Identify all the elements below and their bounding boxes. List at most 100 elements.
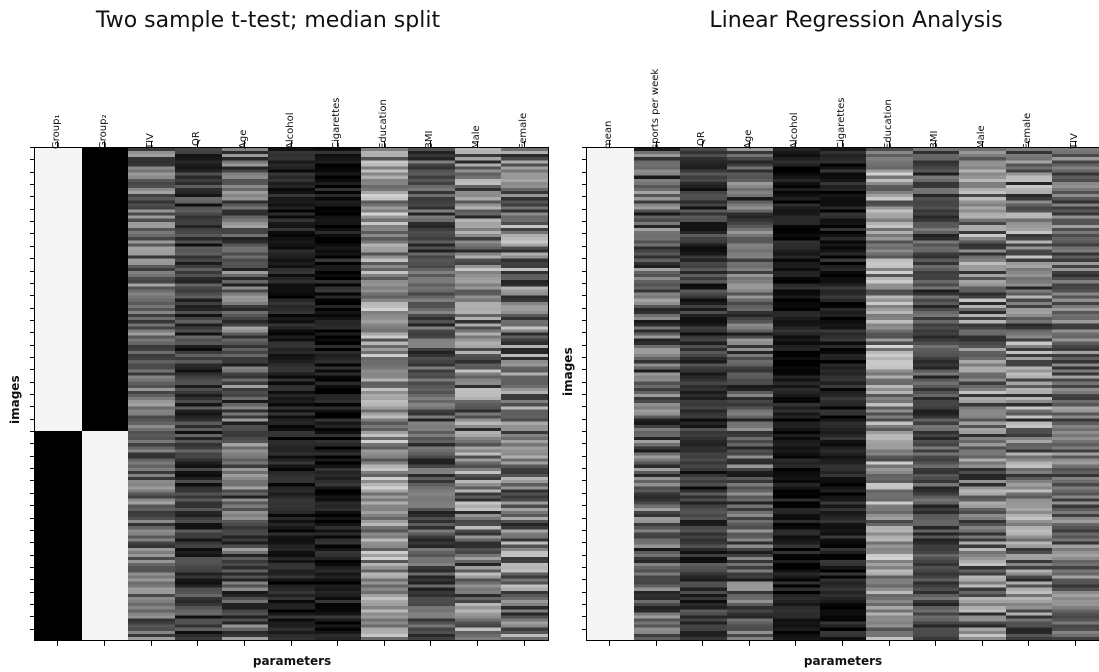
bottom-tick — [243, 641, 245, 646]
matrix-column — [501, 148, 548, 640]
top-tick — [103, 141, 105, 147]
bottom-tick — [337, 641, 339, 646]
row-tick — [582, 480, 586, 482]
panel-title-left: Two sample t-test; median split — [95, 8, 441, 33]
top-tick — [702, 141, 704, 147]
row-tick — [30, 356, 34, 358]
bottom-tick — [430, 641, 432, 646]
row-tick — [582, 554, 586, 556]
bottom-tick — [702, 641, 704, 646]
matrix-column — [680, 148, 728, 640]
bottom-tick — [1028, 641, 1030, 646]
row-tick — [582, 356, 586, 358]
row-tick — [30, 196, 34, 198]
row-tick — [30, 233, 34, 235]
bottom-tick — [1074, 641, 1076, 646]
top-tick — [430, 141, 432, 147]
row-tick — [582, 394, 586, 395]
row-tick — [582, 616, 586, 618]
row-tick — [30, 468, 34, 470]
row-tick — [582, 147, 586, 148]
matrix-column — [174, 148, 222, 640]
row-tick — [30, 282, 34, 284]
bottom-tick — [383, 641, 385, 646]
top-tick — [150, 141, 152, 147]
matrix-column — [408, 148, 456, 640]
row-tick — [30, 616, 34, 618]
bottom-tick — [748, 641, 750, 646]
bottom-tick — [655, 641, 657, 646]
top-tick — [609, 141, 611, 147]
row-tick — [30, 184, 34, 186]
top-tick — [935, 141, 937, 147]
bottom-tick — [795, 641, 797, 646]
top-tick — [57, 141, 59, 147]
matrix-column — [959, 148, 1007, 640]
bottom-tick — [609, 641, 611, 646]
row-tick — [30, 517, 34, 519]
row-tick — [30, 603, 34, 605]
row-tick — [582, 566, 586, 568]
row-tick — [582, 628, 586, 630]
row-tick — [582, 431, 586, 433]
matrix-column — [314, 148, 362, 640]
row-tick — [582, 282, 586, 284]
row-tick — [30, 492, 34, 494]
row-tick — [30, 270, 34, 272]
row-tick — [582, 270, 586, 272]
row-tick — [30, 394, 34, 395]
column-label: sports per week — [649, 68, 661, 149]
row-tick — [30, 566, 34, 568]
top-tick — [523, 141, 525, 147]
row-tick — [582, 492, 586, 494]
row-tick — [30, 171, 34, 173]
row-tick — [30, 579, 34, 581]
row-tick — [30, 147, 34, 148]
row-tick — [30, 443, 34, 445]
top-tick — [981, 141, 983, 147]
bottom-tick — [842, 641, 843, 646]
matrix-column — [587, 148, 634, 640]
bottom-tick — [150, 641, 152, 646]
top-tick — [383, 141, 385, 147]
row-tick — [582, 171, 586, 173]
row-tick — [582, 221, 586, 223]
bottom-tick — [197, 641, 199, 646]
row-tick — [30, 245, 34, 247]
x-axis-label-right: parameters — [803, 654, 883, 668]
row-tick — [582, 258, 586, 260]
top-tick — [888, 141, 890, 147]
row-tick — [582, 295, 586, 297]
design-matrix-left — [34, 147, 549, 641]
row-tick — [30, 406, 34, 408]
row-tick — [582, 418, 586, 420]
matrix-column — [221, 148, 269, 640]
row-tick — [582, 233, 586, 235]
row-tick — [30, 369, 34, 371]
row-tick — [30, 208, 34, 210]
row-tick — [582, 332, 586, 334]
matrix-column — [268, 148, 316, 640]
panel-title-right: Linear Regression Analysis — [709, 8, 1003, 33]
row-tick — [30, 529, 34, 531]
matrix-column — [361, 148, 409, 640]
row-tick — [582, 455, 586, 457]
matrix-column — [454, 148, 502, 640]
row-tick — [582, 603, 586, 605]
y-axis-label-right: images — [561, 347, 575, 396]
row-tick — [30, 307, 34, 309]
row-tick — [582, 529, 586, 531]
x-axis-label-left: parameters — [252, 654, 332, 668]
row-tick — [582, 319, 586, 321]
row-tick — [30, 319, 34, 321]
matrix-column — [1052, 148, 1099, 640]
row-tick — [30, 554, 34, 556]
row-tick — [582, 468, 586, 470]
row-tick — [30, 628, 34, 630]
bottom-tick — [888, 641, 890, 646]
top-tick — [243, 141, 245, 147]
matrix-column — [726, 148, 774, 640]
row-tick — [582, 245, 586, 247]
row-tick — [30, 381, 34, 383]
top-tick — [842, 141, 843, 147]
